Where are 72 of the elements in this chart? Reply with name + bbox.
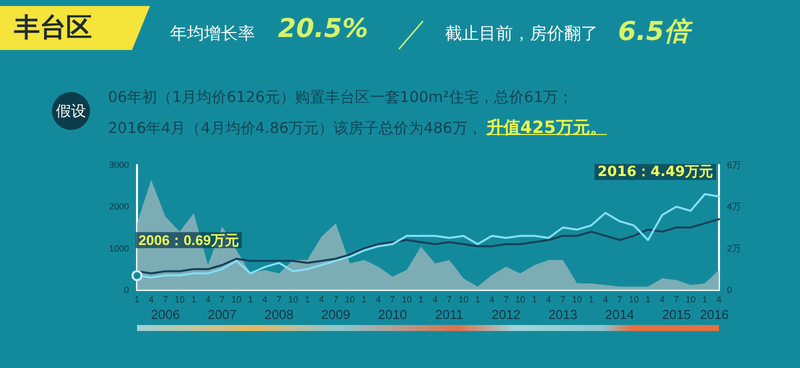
x-tick-label: 7 bbox=[446, 294, 452, 304]
x2-tick-label: 2014 bbox=[605, 307, 634, 322]
y-tick-label: 1000 bbox=[108, 243, 129, 254]
x-tick-label: 1 bbox=[475, 294, 480, 304]
x-tick-label: 7 bbox=[220, 294, 225, 304]
x2-tick-label: 2011 bbox=[435, 307, 464, 322]
x-tick-label: 7 bbox=[674, 294, 679, 304]
x2-tick-label: 2012 bbox=[492, 307, 521, 322]
x-tick-label: 10 bbox=[572, 294, 582, 304]
x-tick-label: 1 bbox=[362, 294, 367, 304]
x-tick-label: 1 bbox=[646, 294, 651, 304]
text: 年均增长率 bbox=[170, 24, 255, 44]
text: 2016年4月（4月均价4.86万元）该房子总价为486万， bbox=[108, 119, 482, 137]
x2-tick-label: 2016 bbox=[700, 307, 729, 322]
x2-tick-label: 2009 bbox=[321, 307, 350, 322]
annotation: 2016：4.49万元 bbox=[597, 164, 714, 180]
x-tick-label: 1 bbox=[191, 294, 196, 304]
x2-tick-label: 2007 bbox=[208, 307, 237, 322]
y2-tick-label: 4万 bbox=[727, 202, 742, 212]
x-tick-label: 4 bbox=[602, 294, 608, 304]
x-tick-label: 1 bbox=[588, 294, 594, 304]
y-tick-label: 3000 bbox=[108, 160, 129, 170]
x-tick-label: 7 bbox=[162, 294, 168, 304]
text: 6.5倍 bbox=[618, 17, 690, 47]
x-tick-label: 4 bbox=[376, 294, 381, 304]
text: 截止目前，房价翻了 bbox=[445, 24, 598, 44]
text: 20.5% bbox=[278, 14, 368, 44]
x-tick-label: 10 bbox=[686, 294, 696, 304]
x-tick-label: 1 bbox=[532, 294, 537, 304]
x-tick-label: 10 bbox=[402, 294, 412, 304]
x-tick-label: 4 bbox=[660, 294, 665, 304]
text: 06年初（1月均价6126元）购置丰台区一套100m²住宅，总价61万； bbox=[108, 88, 574, 106]
x2-tick-label: 2010 bbox=[378, 307, 407, 322]
x-tick-label: 4 bbox=[546, 294, 552, 304]
x2-tick-label: 2008 bbox=[264, 307, 294, 322]
text: 假设 bbox=[56, 102, 86, 120]
x-tick-label: 1 bbox=[134, 294, 140, 304]
x-tick-label: 10 bbox=[174, 294, 185, 304]
chart-title: 丰台区 bbox=[0, 6, 150, 50]
x-tick-label: 10 bbox=[515, 294, 526, 304]
x-tick-label: 1 bbox=[304, 294, 310, 304]
x-tick-label: 7 bbox=[276, 294, 282, 304]
x-tick-label: 1 bbox=[248, 294, 254, 304]
x-tick-label: 7 bbox=[504, 294, 509, 304]
x-tick-label: 4 bbox=[148, 294, 154, 304]
y2-tick-label: 0 bbox=[727, 285, 732, 295]
y-tick-label: 2000 bbox=[108, 202, 129, 212]
x-tick-label: 1 bbox=[702, 294, 708, 304]
x-tick-label: 10 bbox=[231, 294, 242, 304]
x-tick-label: 10 bbox=[458, 294, 468, 304]
annotation: 2006：0.69万元 bbox=[138, 232, 239, 248]
x-tick-label: 10 bbox=[628, 294, 639, 304]
x-tick-label: 7 bbox=[333, 294, 338, 304]
x-tick-label: 10 bbox=[288, 294, 298, 304]
x-tick-label: 1 bbox=[418, 294, 424, 304]
x-tick-label: 7 bbox=[390, 294, 396, 304]
x2-tick-label: 2006 bbox=[150, 307, 180, 322]
y-tick-label: 0 bbox=[124, 285, 129, 295]
x-tick-label: 7 bbox=[560, 294, 566, 304]
y2-tick-label: 2万 bbox=[727, 243, 742, 254]
x-tick-label: 7 bbox=[617, 294, 622, 304]
y2-tick-label: 6万 bbox=[727, 160, 742, 170]
x2-tick-label: 2013 bbox=[548, 307, 578, 322]
x-tick-label: 4 bbox=[319, 294, 324, 304]
text: 升值425万元。 bbox=[486, 118, 607, 138]
x-tick-label: 4 bbox=[432, 294, 438, 304]
x-tick-label: 4 bbox=[716, 294, 722, 304]
x-tick-label: 4 bbox=[205, 294, 210, 304]
x-tick-label: 10 bbox=[344, 294, 355, 304]
x-tick-label: 4 bbox=[262, 294, 268, 304]
x-tick-label: 4 bbox=[489, 294, 494, 304]
x2-tick-label: 2015 bbox=[662, 307, 691, 322]
